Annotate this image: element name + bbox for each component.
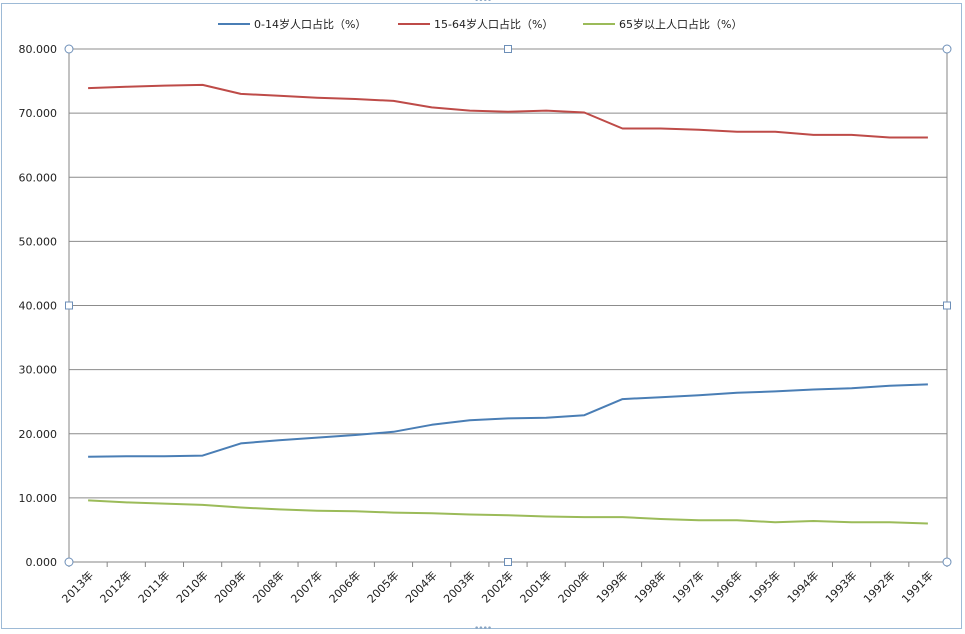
corner-resize-handle[interactable] [64,557,74,567]
legend-swatch-0-14 [218,23,250,25]
edge-resize-handle[interactable] [504,45,512,53]
x-tick-label: 1992年 [860,568,897,605]
y-tick-label: 0.000 [26,556,58,569]
y-tick-label: 70.000 [19,107,58,120]
x-tick-label: 1991年 [899,568,936,605]
y-tick-label: 10.000 [19,492,58,505]
x-tick-label: 2006年 [326,568,363,605]
edge-resize-handle[interactable] [943,301,951,310]
chart-frame [1,3,962,629]
corner-resize-handle[interactable] [942,557,952,567]
y-tick-label: 40.000 [19,300,58,313]
x-tick-label: 2011年 [135,568,172,605]
x-tick-label: 2012年 [97,568,134,605]
legend: 0-14岁人口占比（%） 15-64岁人口占比（%） 65岁以上人口占比（%） [0,14,965,34]
series-line-2 [88,499,928,525]
legend-item-0-14: 0-14岁人口占比（%） [218,14,366,34]
x-tick-label: 2002年 [479,568,516,605]
x-tick-label: 2008年 [250,568,287,605]
series-line-1 [88,83,928,139]
x-tick-label: 1997年 [670,568,707,605]
x-tick-label: 2005年 [364,568,401,605]
y-tick-label: 60.000 [19,171,58,184]
x-tick-label: 2013年 [59,568,96,605]
legend-item-65-plus: 65岁以上人口占比（%） [583,14,742,34]
x-tick-label: 2003年 [440,568,477,605]
series-line-0 [88,383,928,458]
x-tick-label: 2007年 [288,568,325,605]
legend-swatch-65-plus [583,23,615,25]
x-tick-label: 2001年 [517,568,554,605]
y-tick-label: 20.000 [19,428,58,441]
y-tick-label: 50.000 [19,235,58,248]
x-tick-label: 1994年 [784,568,821,605]
x-tick-label: 1995年 [746,568,783,605]
legend-label-15-64: 15-64岁人口占比（%） [434,18,554,31]
x-tick-label: 2009年 [211,568,248,605]
y-tick-label: 80.000 [19,43,58,56]
corner-resize-handle[interactable] [64,44,74,54]
legend-item-15-64: 15-64岁人口占比（%） [398,14,553,34]
x-tick-label: 1998年 [631,568,668,605]
corner-resize-handle[interactable] [942,44,952,54]
legend-label-65-plus: 65岁以上人口占比（%） [619,18,743,31]
y-tick-label: 30.000 [19,364,58,377]
legend-swatch-15-64 [398,23,430,25]
x-tick-label: 1993年 [822,568,859,605]
x-tick-label: 2010年 [173,568,210,605]
x-tick-label: 1999年 [593,568,630,605]
edge-resize-handle[interactable] [65,301,73,310]
x-tick-label: 2000年 [555,568,592,605]
top-resize-handle[interactable]: •••• [474,0,492,6]
edge-resize-handle[interactable] [504,558,512,566]
legend-label-0-14: 0-14岁人口占比（%） [254,18,367,31]
x-tick-label: 1996年 [708,568,745,605]
bottom-resize-handle[interactable]: •••• [474,624,492,634]
x-tick-label: 2004年 [402,568,439,605]
